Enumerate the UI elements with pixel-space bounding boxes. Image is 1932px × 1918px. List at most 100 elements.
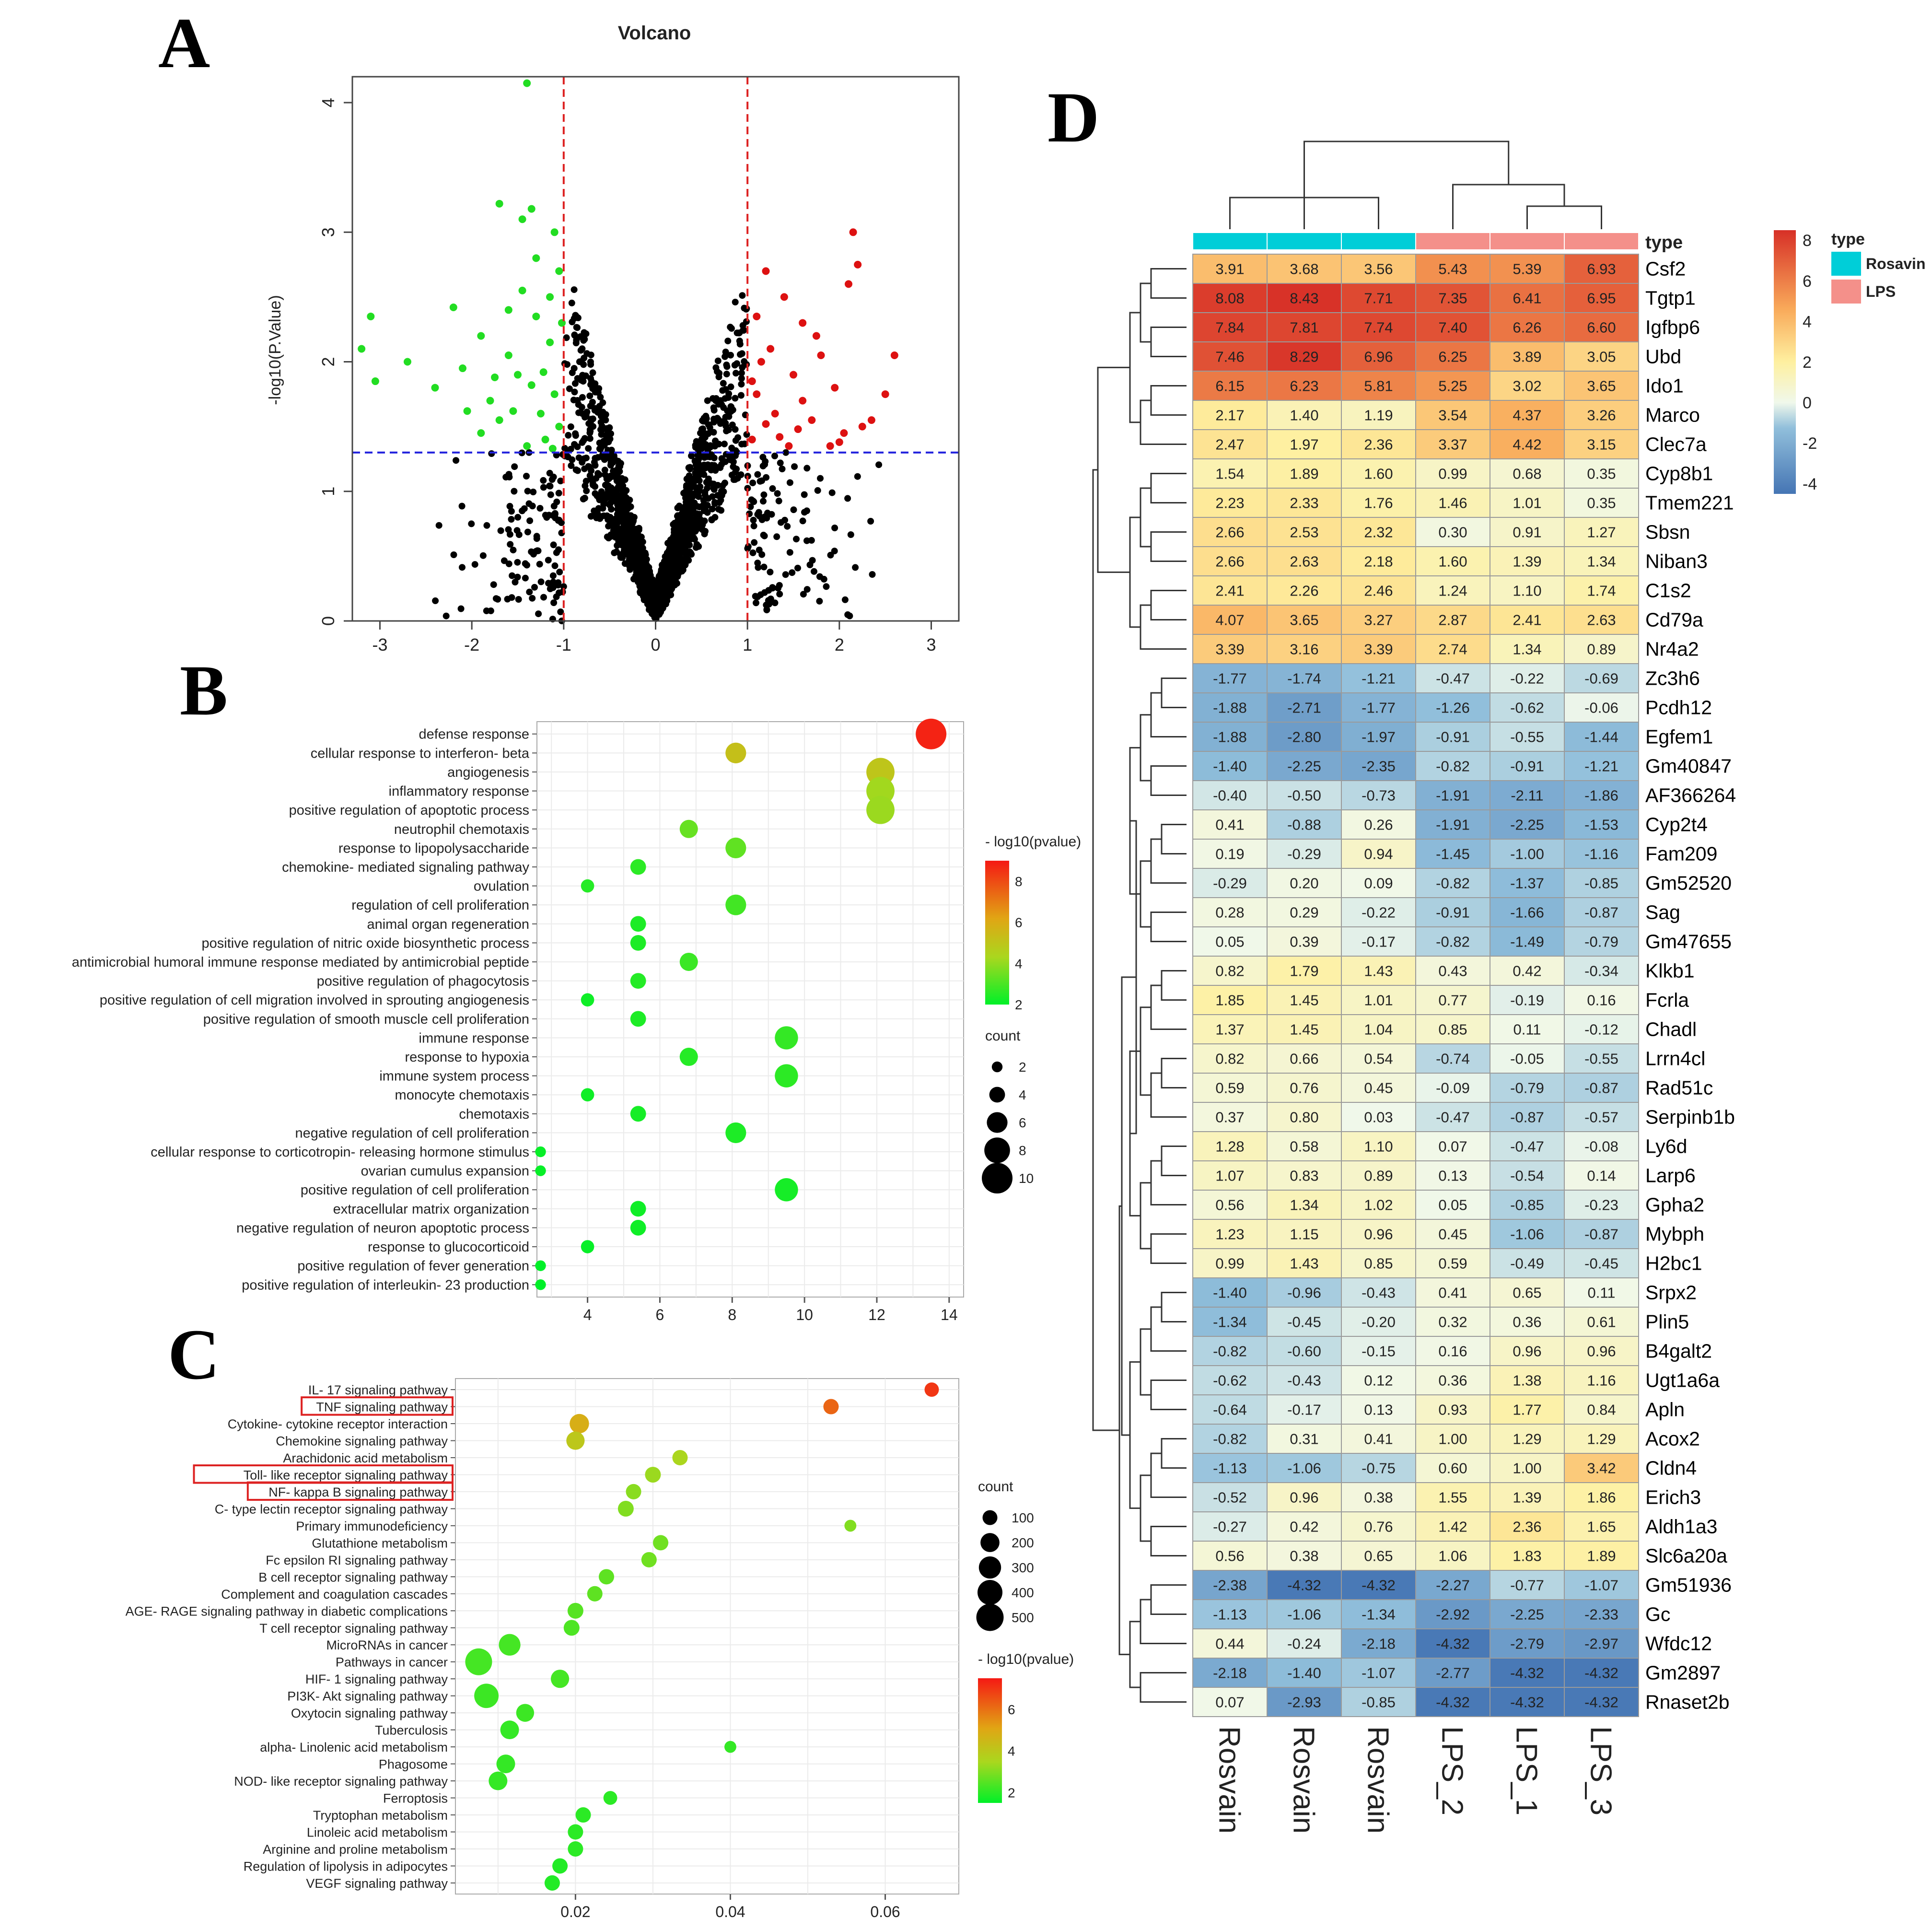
volcano-point-ns	[621, 560, 628, 567]
row-dendrogram-branch	[1150, 984, 1187, 1030]
heatmap-cell-value: -0.82	[1213, 1343, 1247, 1360]
heatmap-cell	[1341, 926, 1416, 957]
heatmap-row-label: Wfdc12	[1645, 1633, 1712, 1655]
volcano-point-ns	[529, 595, 536, 602]
heatmap-cell	[1192, 1336, 1268, 1366]
heatmap-cell-value: -0.09	[1436, 1080, 1470, 1097]
volcano-point-ns	[432, 597, 439, 604]
heatmap-cell	[1564, 400, 1639, 430]
go-x-tick-label: 6	[656, 1306, 664, 1323]
heatmap-cell	[1415, 458, 1490, 489]
heatmap-cell-value: 0.41	[1364, 1431, 1393, 1448]
volcano-point-ns	[628, 532, 636, 539]
heatmap-cell-value: 0.11	[1587, 1285, 1615, 1301]
heatmap-cell-value: 1.45	[1290, 1021, 1318, 1038]
volcano-point-ns	[704, 397, 711, 404]
kegg-category-label: Complement and coagulation cascades	[221, 1587, 448, 1602]
heatmap-cell-value: -0.50	[1287, 787, 1321, 804]
volcano-point-ns	[728, 325, 735, 332]
heatmap-cell	[1267, 1365, 1342, 1395]
volcano-point-ns	[624, 505, 631, 513]
panel-letter-a: A	[158, 3, 210, 83]
heatmap-cell-value: 1.29	[1587, 1431, 1616, 1448]
heatmap-cell-value: -0.85	[1510, 1197, 1544, 1214]
volcano-point-ns	[695, 543, 702, 550]
kegg-size-legend-dot	[978, 1556, 1001, 1579]
heatmap-panel: D type 3.91 3.68 3.56 5.43 5.39 6.93 Csf2 8.08 8.…	[1047, 78, 1925, 1834]
heatmap-cell-value: -2.38	[1213, 1577, 1247, 1594]
heatmap-cell-value: 7.71	[1364, 290, 1393, 307]
kegg-bubble	[499, 1634, 521, 1656]
heatmap-cell	[1267, 897, 1342, 927]
heatmap-cell	[1192, 1541, 1268, 1571]
heatmap-cell-value: 3.02	[1513, 378, 1541, 395]
kegg-size-legend-label: 400	[1012, 1585, 1034, 1600]
volcano-point-ns	[617, 497, 625, 504]
heatmap-cell-value: 1.02	[1364, 1197, 1393, 1214]
volcano-point-down	[477, 429, 485, 437]
heatmap-cell-value: 0.37	[1215, 1109, 1244, 1126]
heatmap-cell	[1341, 1541, 1416, 1571]
volcano-point-ns	[710, 480, 717, 488]
heatmap-grid: type 3.91 3.68 3.56 5.43 5.39 6.93 Csf2 8.08 8.43…	[1192, 232, 1736, 1834]
volcano-point-ns	[506, 503, 513, 510]
heatmap-cell-value: -0.52	[1213, 1489, 1247, 1506]
heatmap-cell	[1341, 1073, 1416, 1103]
volcano-point-ns	[551, 511, 559, 518]
volcano-point-ns	[640, 592, 647, 599]
volcano-point-ns	[511, 463, 518, 470]
volcano-point-down	[536, 409, 545, 418]
heatmap-cell-value: 0.38	[1290, 1548, 1318, 1565]
volcano-point-up	[867, 416, 875, 424]
heatmap-cell-value: 0.68	[1513, 466, 1541, 482]
heatmap-color-bar-tick-label: -4	[1803, 475, 1817, 493]
go-x-tick-label: 10	[796, 1306, 813, 1323]
heatmap-cell-value: -1.40	[1287, 1665, 1321, 1682]
heatmap-cell	[1564, 517, 1639, 547]
heatmap-cell	[1192, 1482, 1268, 1512]
volcano-point-ns	[709, 505, 716, 513]
heatmap-cell-value: 3.42	[1587, 1460, 1616, 1477]
heatmap-cell	[1341, 1043, 1416, 1074]
kegg-category-label: MicroRNAs in cancer	[326, 1638, 448, 1652]
volcano-point-ns	[701, 491, 709, 498]
volcano-point-down	[523, 79, 531, 87]
heatmap-cell	[1192, 1014, 1268, 1044]
go-bubble	[535, 1279, 546, 1290]
heatmap-cell	[1341, 1511, 1416, 1542]
volcano-point-ns	[760, 491, 768, 498]
volcano-point-ns	[525, 500, 533, 507]
heatmap-cell-value: 1.15	[1290, 1226, 1318, 1243]
go-bubble	[725, 742, 746, 763]
heatmap-cell	[1490, 897, 1565, 927]
go-bubble	[775, 1026, 798, 1050]
heatmap-row-label: Marco	[1645, 404, 1700, 426]
volcano-point-up	[799, 319, 807, 327]
kegg-category-label: NOD- like receptor signaling pathway	[234, 1774, 448, 1789]
heatmap-cell-value: -0.85	[1362, 1694, 1396, 1711]
kegg-bubble	[465, 1648, 492, 1675]
heatmap-cell-value: -1.66	[1510, 904, 1544, 921]
volcano-point-ns	[604, 430, 611, 437]
row-dendrogram-branch	[1140, 1328, 1151, 1396]
heatmap-cell-value: -0.22	[1362, 904, 1396, 921]
go-color-bar-tick-label: 4	[1015, 956, 1023, 971]
volcano-point-ns	[869, 571, 876, 578]
row-dendrogram-branch	[1150, 268, 1187, 299]
volcano-points	[358, 79, 898, 624]
heatmap-cell	[1267, 1219, 1342, 1249]
volcano-point-ns	[778, 519, 784, 526]
heatmap-cell-value: 2.47	[1215, 436, 1244, 453]
heatmap-cell-value: -2.18	[1213, 1665, 1247, 1682]
heatmap-cell	[1192, 400, 1268, 430]
heatmap-cell	[1267, 868, 1342, 898]
heatmap-cell	[1341, 634, 1416, 664]
kegg-x-tick-label: 0.06	[870, 1903, 900, 1918]
heatmap-column-label: LPS_2	[1436, 1726, 1469, 1815]
volcano-point-ns	[670, 543, 677, 550]
volcano-point-ns	[450, 551, 457, 558]
volcano-point-ns	[634, 535, 640, 542]
volcano-point-ns	[507, 541, 514, 548]
heatmap-cell	[1192, 1248, 1268, 1278]
kegg-category-label: PI3K- Akt signaling pathway	[287, 1689, 448, 1704]
